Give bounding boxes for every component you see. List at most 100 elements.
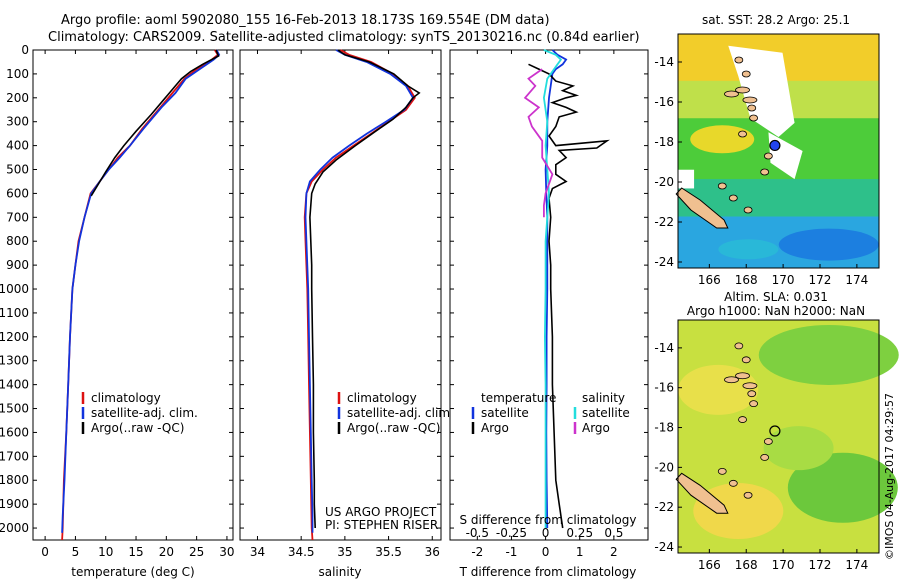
sla_map-ytick-label: -24	[654, 540, 674, 554]
island	[747, 390, 757, 398]
salinity-diff-tick-label: -0.25	[496, 526, 527, 540]
sla_map-frame	[677, 319, 880, 554]
salinity-diff-tick-label: 0.5	[604, 526, 623, 540]
island	[749, 400, 759, 408]
sst_map-frame	[677, 33, 880, 269]
salinity-legend-label: Argo(..raw -QC)	[347, 421, 440, 435]
depth-tick-label: 1700	[0, 449, 29, 463]
diff-legend-title-temperature: temperature	[481, 391, 556, 405]
sst_map-xtick-label: 174	[845, 273, 868, 287]
island	[742, 382, 758, 390]
sst_map-field	[675, 34, 879, 268]
temperature-xtick-label: 5	[72, 545, 80, 559]
new-caledonia-island	[675, 472, 729, 514]
sla-patch	[693, 483, 784, 540]
island	[724, 376, 739, 384]
sst_map-xtick-label: 170	[772, 273, 795, 287]
diff-legend-label: satellite	[582, 406, 630, 420]
imos-credit: ©IMOS 04-Aug-2017 04:29:57	[883, 393, 896, 560]
temperature-xtick-label: 0	[41, 545, 49, 559]
island	[747, 104, 757, 112]
island	[717, 182, 727, 190]
depth-tick-label: 600	[6, 186, 29, 200]
sla-map-title-2: Argo h1000: NaN h2000: NaN	[687, 304, 865, 318]
depth-tick-label: 900	[6, 258, 29, 272]
sla_map-ytick-label: -20	[654, 460, 674, 474]
sla_map-ytick-label: -18	[654, 421, 674, 435]
island	[749, 114, 759, 122]
sla_map-ytick-label: -14	[654, 341, 674, 355]
salinity-diff-tick-label: 0	[542, 526, 550, 540]
difference-frame	[449, 49, 649, 541]
diff-legend-label: Argo	[582, 421, 610, 435]
salinity-xlabel: salinity	[318, 565, 361, 579]
island	[760, 454, 770, 461]
sst_map-ytick-label: -14	[654, 55, 674, 69]
difference-xtick-label: -1	[505, 545, 517, 559]
depth-tick-label: 1100	[0, 306, 29, 320]
sst-patch	[690, 125, 755, 154]
sla_map-xtick-label: 174	[845, 558, 868, 572]
depth-tick-label: 1300	[0, 354, 29, 368]
island	[742, 96, 758, 104]
sla_map-xtick-label: 168	[735, 558, 758, 572]
temperature-diff-xlabel: T difference from climatology	[459, 565, 637, 579]
sla_map-xtick-label: 172	[809, 558, 832, 572]
depth-tick-label: 800	[6, 234, 29, 248]
island	[760, 168, 770, 176]
sst-patch	[718, 239, 779, 260]
temperature-legend-label: Argo(..raw -QC)	[91, 421, 184, 435]
temperature-legend-label: climatology	[91, 391, 161, 405]
depth-tick-label: 200	[6, 91, 29, 105]
title-line-2: Climatology: CARS2009. Satellite-adjuste…	[48, 30, 640, 45]
argo-float-position-marker	[769, 139, 781, 152]
temperature-xlabel: temperature (deg C)	[71, 565, 194, 579]
sst-cloud-mask	[678, 169, 695, 189]
sst_map-xtick-label: 166	[698, 273, 721, 287]
temperature-legend-label: satellite-adj. clim.	[91, 406, 198, 420]
difference-xtick-label: -2	[471, 545, 483, 559]
salinity-diff-tick-label: 0.25	[566, 526, 593, 540]
depth-tick-label: 1600	[0, 425, 29, 439]
sla-patch	[758, 324, 899, 385]
sst_map-ytick-label: -18	[654, 135, 674, 149]
salinity-xtick-label: 34	[250, 545, 265, 559]
sla_map-ytick-label: -16	[654, 381, 674, 395]
temperature-xtick-label: 15	[128, 545, 143, 559]
sla_map-xtick-label: 166	[698, 558, 721, 572]
depth-tick-label: 1400	[0, 378, 29, 392]
diff-legend-label: satellite	[481, 406, 529, 420]
salinity-frame	[239, 49, 442, 541]
diff-legend-label: Argo	[481, 421, 509, 435]
salinity-diff-tick-label: -0.5	[466, 526, 489, 540]
temperature-xtick-label: 20	[159, 545, 174, 559]
sst_map-xtick-label: 168	[735, 273, 758, 287]
sst-cloud-mask	[728, 45, 795, 137]
sla_map-field	[675, 320, 899, 553]
sst-patch	[778, 228, 879, 261]
island	[743, 491, 753, 499]
difference-xtick-label: 2	[610, 545, 618, 559]
argo-float-position-marker	[769, 425, 781, 437]
title-line-1: Argo profile: aoml 5902080_155 16-Feb-20…	[61, 13, 550, 28]
project-annotation: US ARGO PROJECT	[325, 505, 437, 519]
sla-patch	[763, 426, 834, 471]
temperature-frame	[32, 49, 234, 541]
depth-tick-label: 1000	[0, 282, 29, 296]
island	[735, 372, 750, 380]
salinity-legend-label: climatology	[347, 391, 417, 405]
depth-tick-label: 1500	[0, 402, 29, 416]
island	[717, 467, 727, 475]
island	[741, 356, 751, 364]
sst_map-ytick-label: -20	[654, 175, 674, 189]
depth-tick-label: 700	[6, 210, 29, 224]
temperature-series-line	[90, 49, 220, 197]
difference-series-line	[523, 68, 554, 218]
salinity-series-line	[309, 49, 421, 529]
depth-tick-label: 100	[6, 67, 29, 81]
island	[734, 56, 744, 64]
island	[735, 86, 750, 94]
island	[741, 70, 751, 78]
salinity-diff-xlabel: S difference from climatology	[460, 513, 637, 527]
